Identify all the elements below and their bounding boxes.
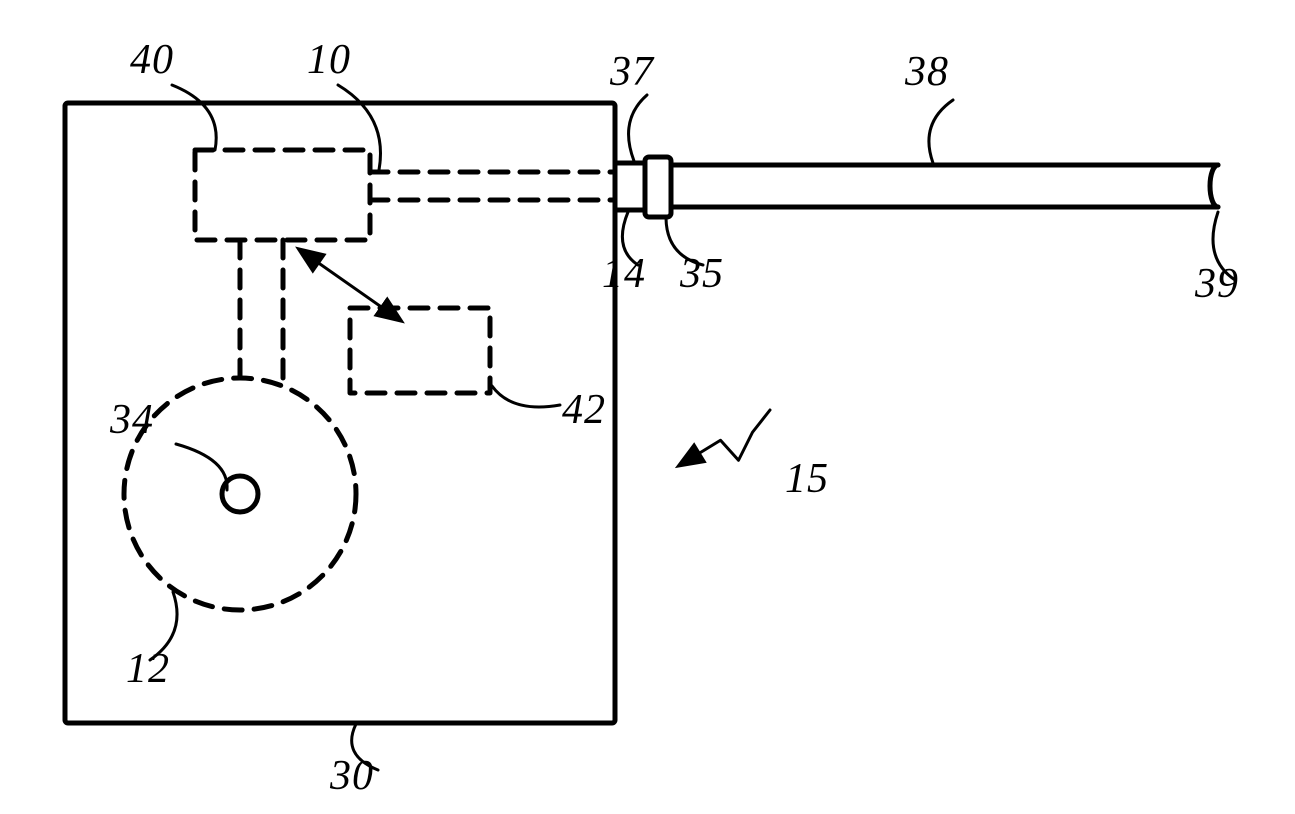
label-37: 37 [610,48,654,96]
label-40: 40 [130,36,174,84]
label-30: 30 [330,752,374,800]
diagram-svg [0,0,1295,814]
label-39: 39 [1195,260,1239,308]
label-42: 42 [562,386,606,434]
label-38: 38 [905,48,949,96]
diagram-canvas: 40 10 37 38 14 35 39 34 42 15 12 30 [0,0,1295,814]
label-12: 12 [126,645,170,693]
label-35: 35 [680,250,724,298]
label-15: 15 [785,455,829,503]
label-34: 34 [110,396,154,444]
label-10: 10 [307,36,351,84]
label-14: 14 [602,250,646,298]
